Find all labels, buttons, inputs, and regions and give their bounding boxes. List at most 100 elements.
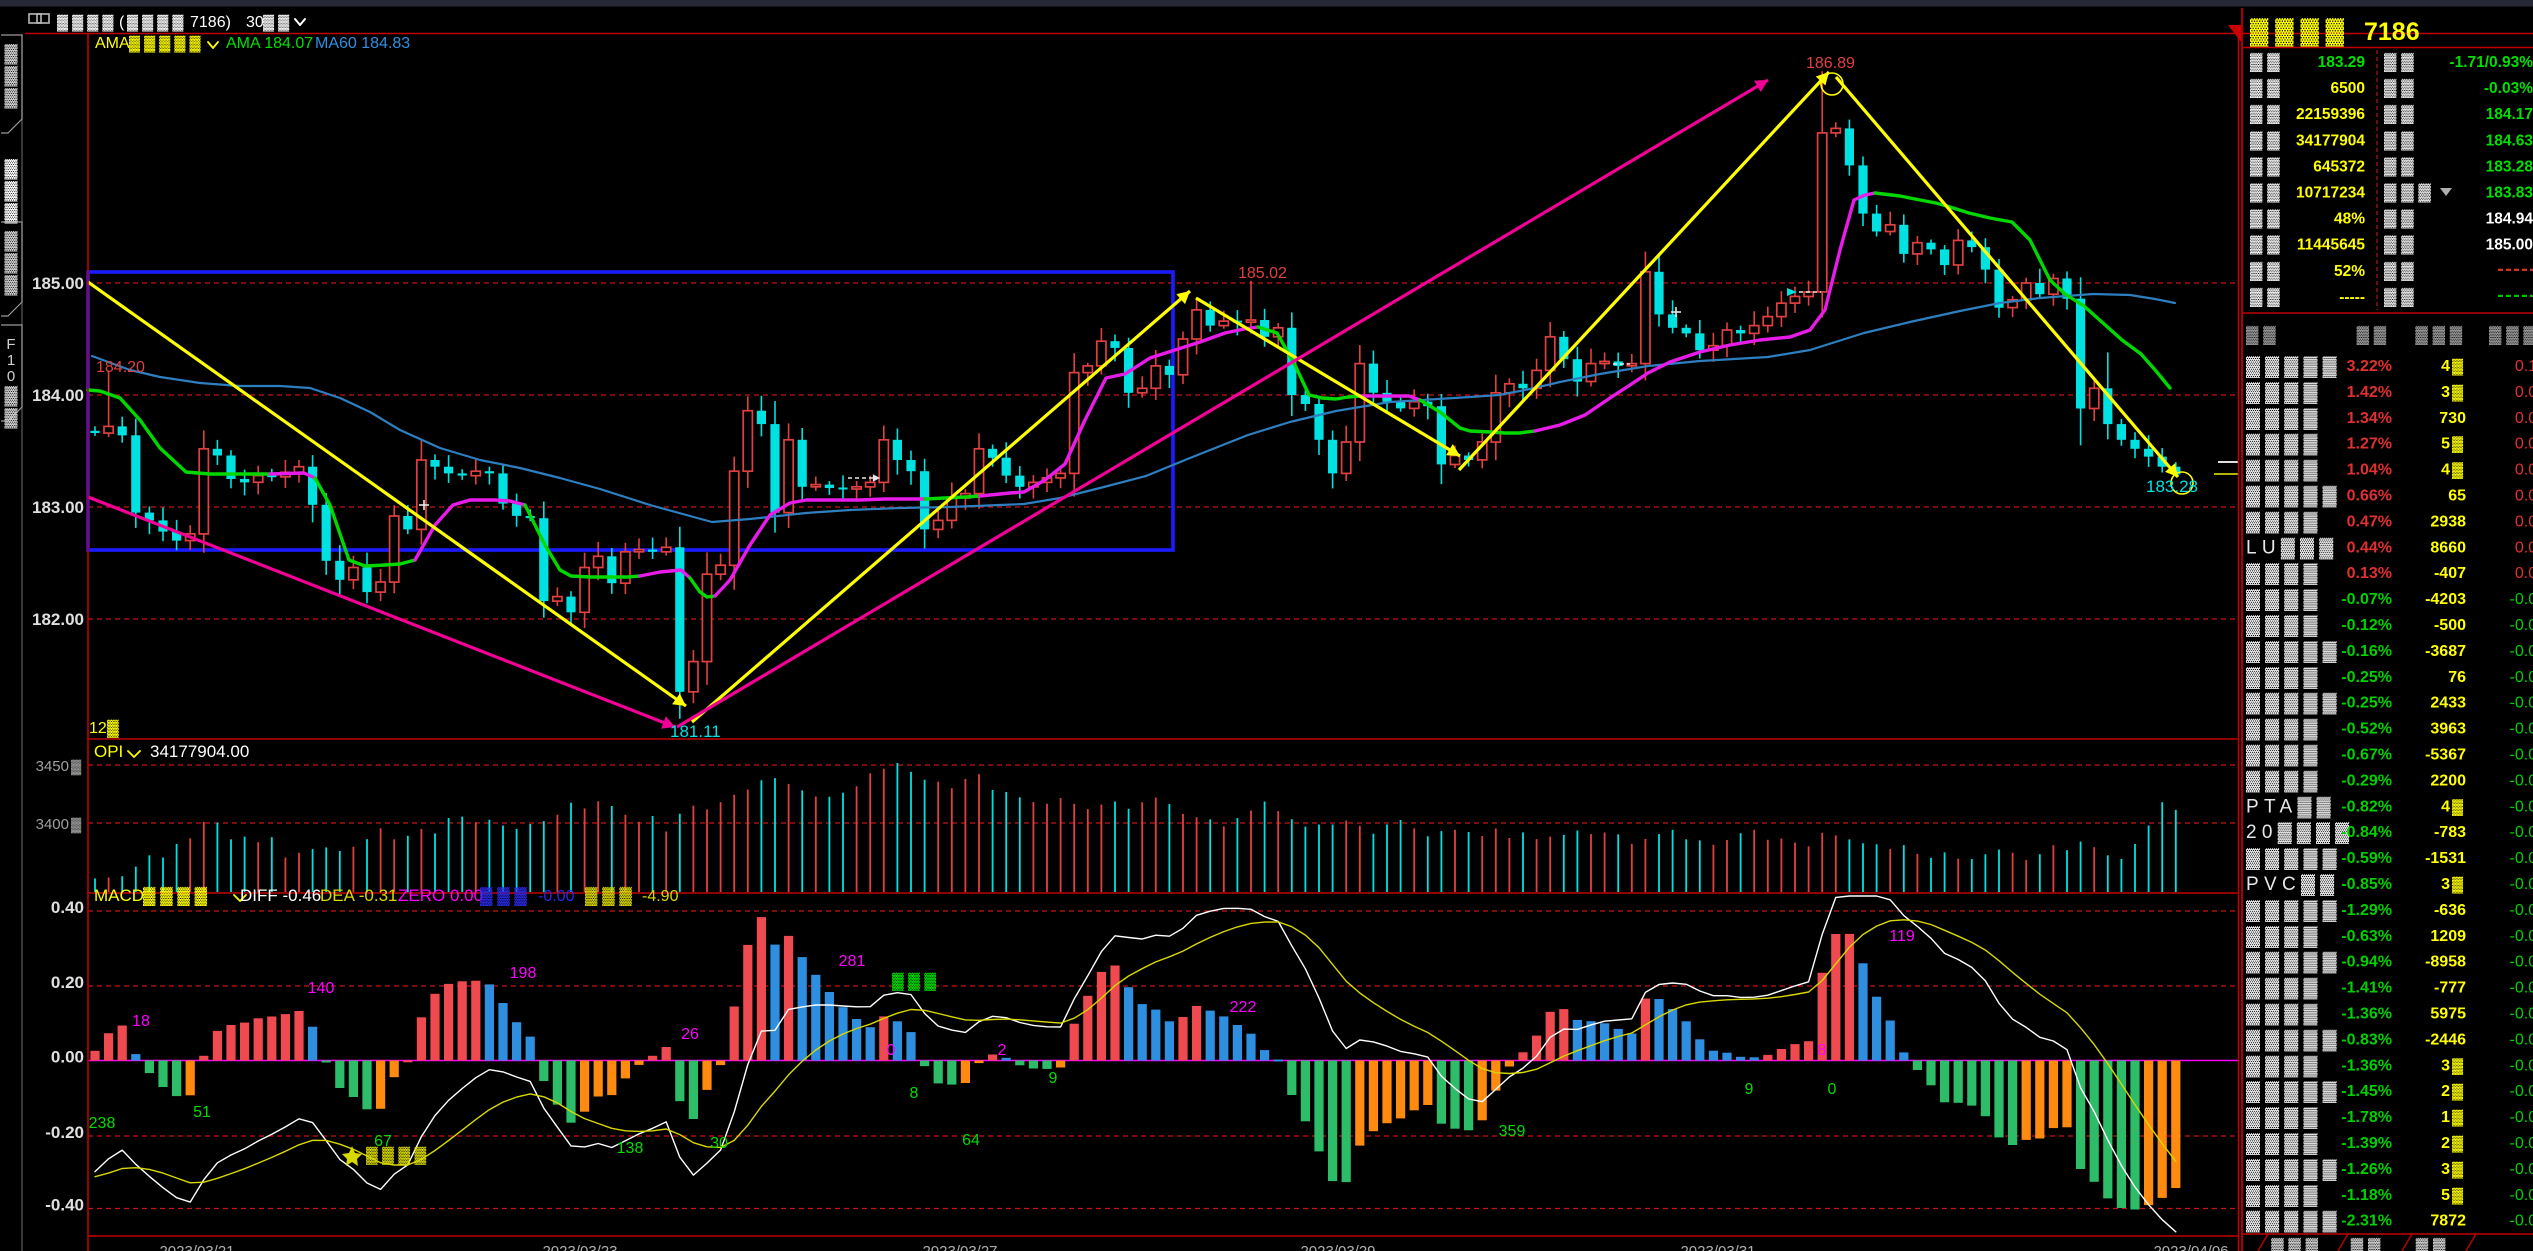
- svg-text:119: 119: [1889, 928, 1915, 945]
- svg-text:11445645: 11445645: [2297, 237, 2365, 254]
- svg-text:64: 64: [962, 1132, 980, 1149]
- svg-text:▓▓▓▓: ▓▓▓▓: [2246, 926, 2323, 948]
- svg-text:▓▓▓▓: ▓▓▓▓: [2246, 770, 2323, 792]
- svg-text:OPI: OPI: [94, 742, 123, 761]
- svg-text:PVC▓▓: PVC▓▓: [2246, 874, 2339, 896]
- svg-text:▓: ▓: [4, 407, 18, 429]
- svg-text:-0.02: -0.02: [2510, 850, 2533, 867]
- svg-text:2023/03/27: 2023/03/27: [922, 1243, 997, 1251]
- svg-text:AMA: AMA: [95, 35, 130, 52]
- svg-text:▓▓: ▓▓: [2250, 287, 2284, 307]
- svg-text:186.89: 186.89: [1806, 55, 1855, 72]
- svg-text:-0.52%: -0.52%: [2341, 721, 2392, 738]
- svg-text:-0.00: -0.00: [2510, 591, 2533, 608]
- svg-text:222: 222: [1230, 999, 1257, 1016]
- svg-text:▓▓▓▓: ▓▓▓▓: [2246, 434, 2323, 456]
- svg-text:-0.02: -0.02: [2510, 747, 2533, 764]
- svg-text:▓: ▓: [2452, 384, 2467, 402]
- svg-text:▓▓: ▓▓: [2384, 287, 2418, 307]
- svg-text:▓: ▓: [2452, 436, 2467, 454]
- svg-text:-0.83%: -0.83%: [2341, 1031, 2392, 1048]
- svg-text:▓: ▓: [2452, 1083, 2467, 1101]
- svg-text:AMA 184.07: AMA 184.07: [226, 35, 313, 52]
- svg-text:182.00: 182.00: [32, 610, 84, 629]
- svg-text:▓▓▓▓: ▓▓▓▓: [2246, 1133, 2323, 1155]
- svg-text:▓: ▓: [2452, 1057, 2467, 1075]
- svg-text:0.20: 0.20: [51, 973, 84, 992]
- svg-text:▓▓▓▓▓: ▓▓▓▓▓: [2246, 1029, 2342, 1051]
- svg-text:67: 67: [374, 1133, 392, 1150]
- svg-text:184.63: 184.63: [2486, 132, 2533, 149]
- svg-text:2023/03/21: 2023/03/21: [159, 1243, 234, 1251]
- svg-text:3: 3: [2441, 1161, 2450, 1178]
- svg-text:▓▓: ▓▓: [2250, 235, 2284, 255]
- svg-text:4: 4: [2441, 462, 2450, 479]
- svg-text:-1.39%: -1.39%: [2341, 1135, 2392, 1152]
- svg-text:▓▓▓▓: ▓▓▓▓: [2246, 719, 2323, 741]
- svg-text:-0.03: -0.03: [2510, 928, 2533, 945]
- svg-text:0.18: 0.18: [2515, 358, 2533, 375]
- svg-text:-0.29%: -0.29%: [2341, 772, 2392, 789]
- svg-text:▓▓: ▓▓: [2384, 104, 2418, 124]
- svg-text:-0.02: -0.02: [2510, 824, 2533, 841]
- svg-text:▓▓▓▓▓: ▓▓▓▓▓: [2246, 693, 2342, 715]
- svg-text:-5367: -5367: [2425, 747, 2466, 764]
- svg-text:2200: 2200: [2430, 772, 2466, 789]
- svg-text:-0.01: -0.01: [2510, 617, 2533, 634]
- svg-text:2938: 2938: [2430, 513, 2466, 530]
- svg-text:▓: ▓: [2452, 462, 2467, 480]
- svg-text:▓▓: ▓▓: [2384, 130, 2418, 150]
- svg-text:MA60 184.83: MA60 184.83: [315, 35, 410, 52]
- svg-text:▓▓▓▓: ▓▓▓▓: [127, 14, 188, 32]
- svg-text:-0.04: -0.04: [2510, 1057, 2533, 1074]
- svg-text:238: 238: [89, 1115, 116, 1132]
- svg-text:8: 8: [1818, 1042, 1827, 1059]
- svg-text:▓▓▓: ▓▓▓: [585, 886, 637, 906]
- svg-text:65: 65: [2448, 488, 2466, 505]
- svg-text:▓▓: ▓▓: [2384, 78, 2418, 98]
- svg-text:8660: 8660: [2430, 539, 2466, 556]
- svg-text:0.66%: 0.66%: [2347, 488, 2392, 505]
- svg-text:▓▓▓▓: ▓▓▓▓: [2246, 615, 2323, 637]
- svg-text:0.13%: 0.13%: [2347, 565, 2392, 582]
- svg-text:▓▓: ▓▓: [2250, 156, 2284, 176]
- svg-text:-2446: -2446: [2425, 1031, 2466, 1048]
- svg-text:-0.08: -0.08: [2510, 1213, 2533, 1230]
- svg-text:MACD: MACD: [94, 886, 144, 905]
- svg-text:▓▓: ▓▓: [2250, 104, 2284, 124]
- svg-text:3: 3: [2441, 1057, 2450, 1074]
- svg-text:3963: 3963: [2430, 721, 2466, 738]
- svg-text:-0.07%: -0.07%: [2341, 591, 2392, 608]
- svg-text:0.00: 0.00: [2515, 565, 2533, 582]
- svg-text:1.04%: 1.04%: [2347, 462, 2392, 479]
- svg-text:-1.41%: -1.41%: [2341, 980, 2392, 997]
- svg-text:▓▓▓: ▓▓▓: [892, 972, 941, 991]
- svg-text:▓▓▓▓▓: ▓▓▓▓▓: [2246, 1159, 2342, 1181]
- svg-text:▓▓: ▓▓: [2384, 52, 2418, 72]
- svg-text:0.05: 0.05: [2515, 436, 2533, 453]
- svg-text:3: 3: [2441, 384, 2450, 401]
- svg-text:7186: 7186: [2364, 18, 2420, 46]
- svg-text:184.00: 184.00: [32, 386, 84, 405]
- svg-text:4: 4: [2441, 798, 2450, 815]
- svg-text:-0.25%: -0.25%: [2341, 669, 2392, 686]
- svg-text:-0.03: -0.03: [2510, 902, 2533, 919]
- svg-text:-0.03: -0.03: [2510, 954, 2533, 971]
- svg-text:51: 51: [193, 1104, 211, 1121]
- svg-text:-1.26%: -1.26%: [2341, 1161, 2392, 1178]
- svg-text:138: 138: [617, 1140, 644, 1157]
- svg-text:3.22%: 3.22%: [2347, 358, 2392, 375]
- svg-text:▓: ▓: [4, 274, 18, 296]
- svg-text:▓▓: ▓▓: [2416, 1237, 2450, 1251]
- svg-text:-0.67%: -0.67%: [2341, 747, 2392, 764]
- svg-text:-783: -783: [2434, 824, 2466, 841]
- svg-text:2: 2: [2441, 1083, 2450, 1100]
- svg-text:-0.05: -0.05: [2510, 1109, 2533, 1126]
- svg-text:0.02: 0.02: [2515, 513, 2533, 530]
- svg-text:▓▓▓: ▓▓▓: [2415, 325, 2467, 345]
- svg-text:9: 9: [1745, 1081, 1754, 1098]
- svg-text:34177904.00: 34177904.00: [150, 742, 249, 761]
- svg-text:183.29: 183.29: [2318, 54, 2366, 71]
- svg-text:52%: 52%: [2334, 263, 2365, 280]
- svg-text:0.47%: 0.47%: [2347, 513, 2392, 530]
